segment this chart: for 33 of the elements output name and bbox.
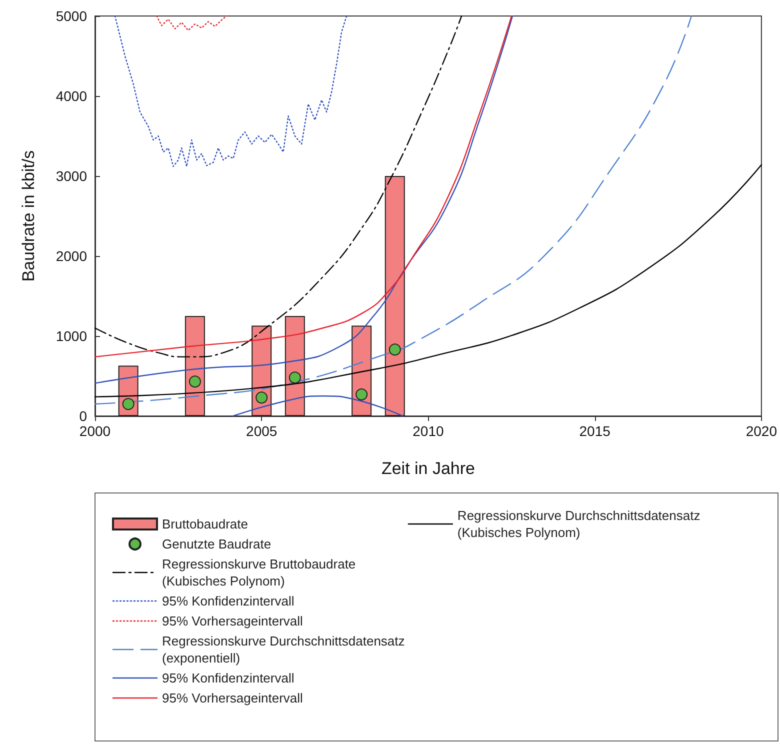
point [122, 398, 134, 410]
line-series [94, 15, 692, 405]
point [188, 376, 201, 388]
line-series [114, 15, 348, 167]
x-tick-label: 2000 [79, 423, 111, 439]
legend-label: 95% Vorhersageintervall [162, 614, 304, 628]
y-tick-label: 4000 [56, 88, 88, 104]
y-tick-label: 0 [79, 408, 88, 424]
line-series [156, 15, 228, 31]
legend-label: 95% Konfidenzintervall [162, 670, 294, 686]
line-series [94, 164, 762, 398]
y-tick-label: 5000 [56, 8, 88, 24]
legend-label: Bruttobaudrate [162, 516, 248, 532]
legend-label: 95% Konfidenzintervall [162, 594, 294, 608]
bar [384, 176, 405, 416]
x-tick-label: 2015 [579, 423, 611, 439]
x-tick-label: 2020 [746, 423, 778, 439]
point [388, 344, 401, 356]
legend-label: Regressionskurve Durchschnittsdatensatz (Kubisches Polynom) [457, 508, 700, 540]
x-tick-label: 2010 [412, 423, 444, 439]
y-tick-label: 1000 [56, 328, 88, 344]
x-tick-label: 2005 [246, 423, 278, 439]
legend-label: Genutzte Baudrate [162, 536, 272, 552]
legend-label: Regressionskurve Durchschnittsdatensatz (exponentiell) [162, 634, 405, 666]
x-axis-title: Zeit in Jahre [381, 459, 475, 478]
y-tick-label: 3000 [56, 168, 88, 184]
legend-label: 95% Vorhersageintervall [162, 690, 304, 706]
y-tick-label: 2000 [56, 248, 88, 264]
point [288, 372, 301, 384]
point [356, 388, 368, 400]
point [256, 392, 268, 404]
legend-label: Regressionskurve Bruttobaudrate (Kubisches Polynom) [162, 556, 356, 588]
y-axis-title: Baudrate in kbit/s [19, 150, 38, 282]
